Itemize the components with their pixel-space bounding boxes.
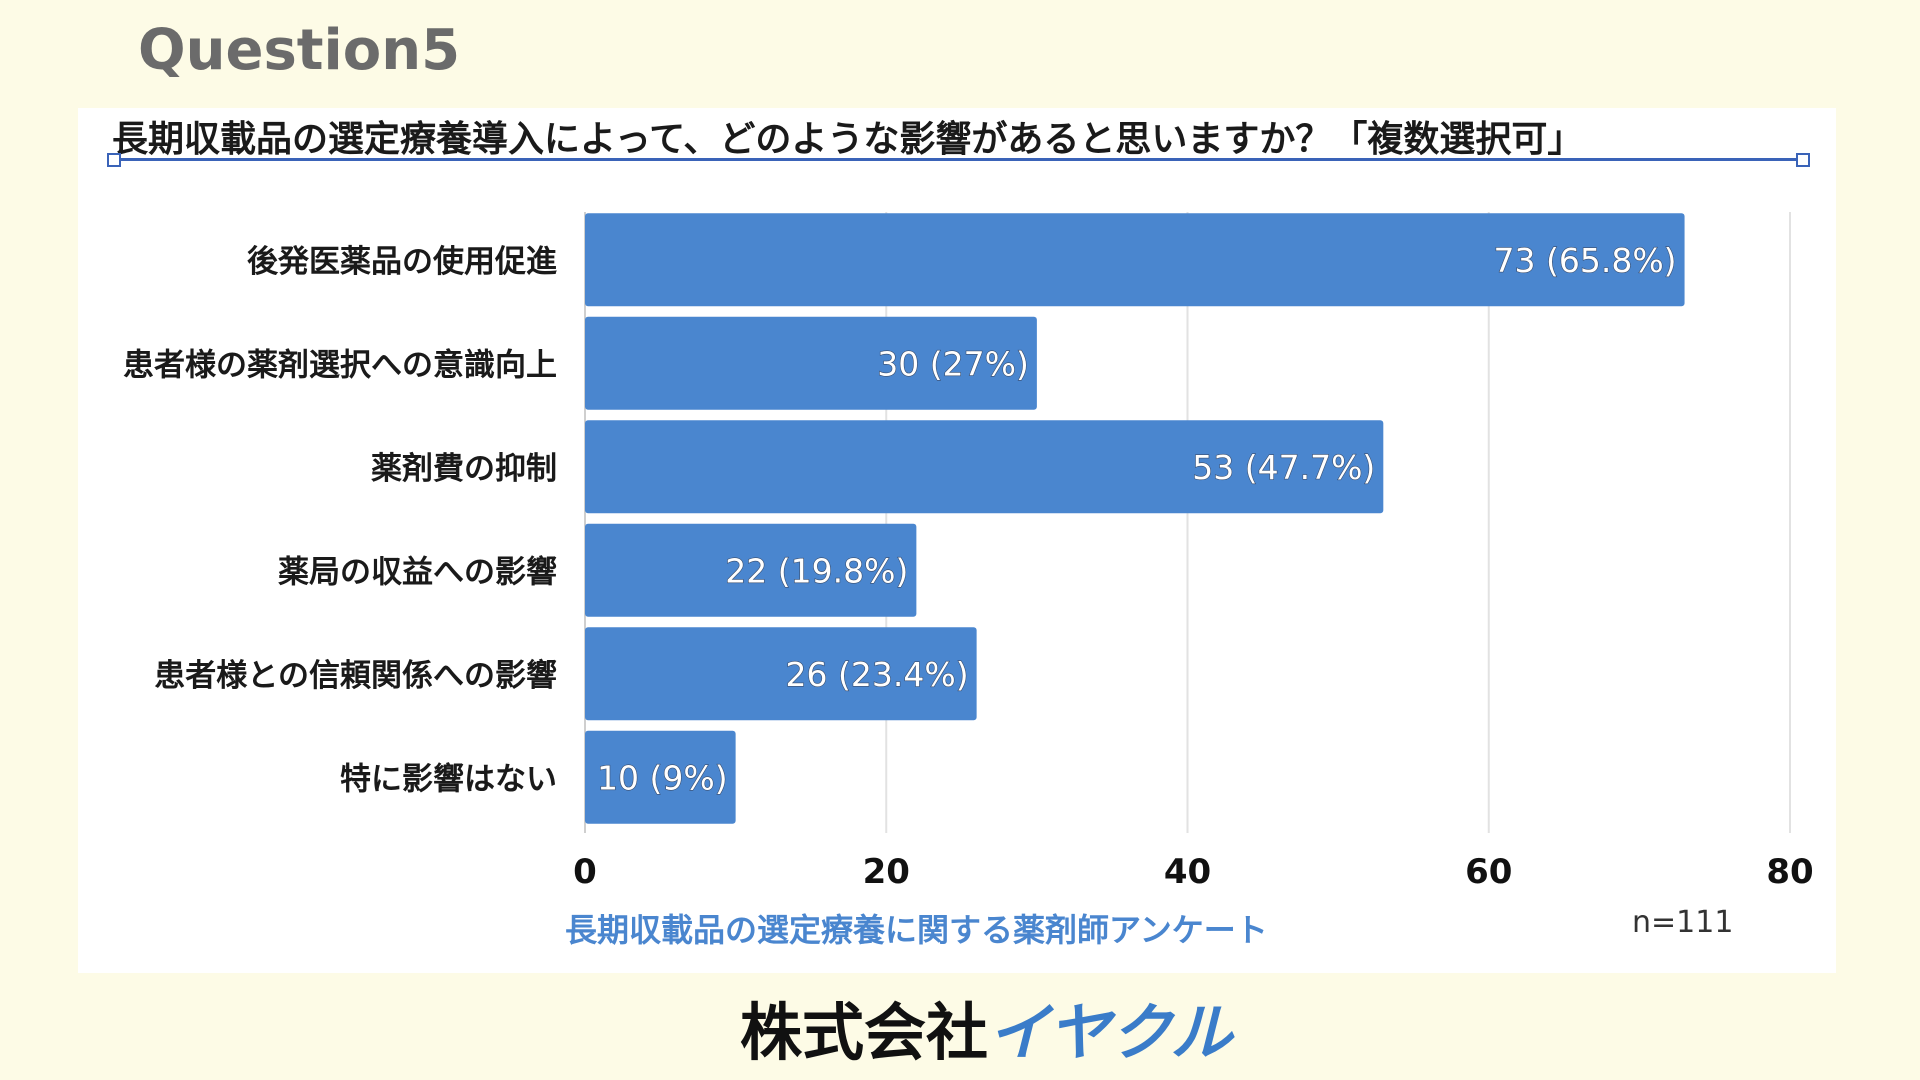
category-label: 患者様との信頼関係への影響 xyxy=(154,658,557,694)
survey-source-label: 長期収載品の選定療養に関する薬剤師アンケート xyxy=(565,911,1268,949)
category-label: 薬剤費の抑制 xyxy=(371,451,557,487)
bar-data-label: 22 (19.8%) xyxy=(725,551,908,590)
x-tick-label: 40 xyxy=(1164,852,1211,892)
company-name-brand: イヤクル xyxy=(988,996,1233,1069)
bar[interactable] xyxy=(585,730,736,824)
company-logo: 株式会社イヤクル xyxy=(740,982,1232,1072)
bar-data-label: 73 (65.8%) xyxy=(1493,241,1676,280)
bar[interactable] xyxy=(585,420,1384,514)
bar-data-label: 26 (23.4%) xyxy=(786,655,969,694)
x-tick-label: 60 xyxy=(1465,852,1512,892)
category-label: 特に影響はない xyxy=(340,761,557,797)
title-underline xyxy=(112,158,1802,161)
category-label: 患者様の薬剤選択への意識向上 xyxy=(123,347,557,383)
bar-data-label: 30 (27%) xyxy=(877,344,1029,383)
x-tick-label: 0 xyxy=(573,852,597,892)
bar[interactable] xyxy=(585,316,1037,410)
bar[interactable] xyxy=(585,523,917,617)
category-label: 後発医薬品の使用促進 xyxy=(247,244,557,280)
bar[interactable] xyxy=(585,213,1685,307)
question-number: Question5 xyxy=(138,18,461,83)
bar-data-label: 53 (47.7%) xyxy=(1192,448,1375,487)
chart-title: 長期収載品の選定療養導入によって、どのような影響があると思いますか？「複数選択可… xyxy=(112,119,1584,160)
x-tick-label: 80 xyxy=(1766,852,1813,892)
selection-handle-right[interactable] xyxy=(1796,153,1810,167)
bar[interactable] xyxy=(585,627,977,721)
x-tick-label: 20 xyxy=(863,852,910,892)
bar-data-label: 10 (9%) xyxy=(597,758,728,797)
company-name-prefix: 株式会社 xyxy=(740,996,989,1069)
category-label: 薬局の収益への影響 xyxy=(278,554,557,590)
selection-handle-left[interactable] xyxy=(107,153,121,167)
sample-size-label: n=111 xyxy=(1632,905,1734,940)
